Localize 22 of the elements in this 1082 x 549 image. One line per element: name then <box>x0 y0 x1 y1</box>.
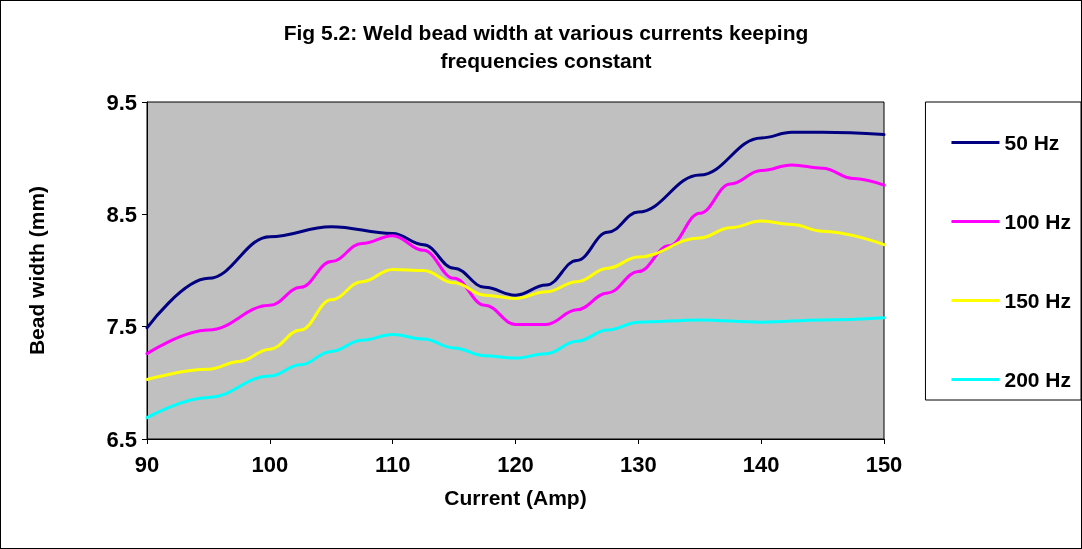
x-tick-label: 130 <box>619 451 657 477</box>
line-series <box>145 316 886 420</box>
y-tick-label: 8.5 <box>106 201 137 227</box>
line-series <box>145 130 886 330</box>
x-tick-label: 110 <box>374 451 411 477</box>
line-series <box>145 163 886 356</box>
y-axis-title: Bead width (mm) <box>25 185 48 356</box>
y-tick-label: 6.5 <box>106 426 137 452</box>
line-series <box>145 219 886 381</box>
y-tick-label: 9.5 <box>106 89 137 115</box>
legend-label: 150 Hz <box>1004 289 1072 312</box>
x-tick-label: 150 <box>865 451 903 477</box>
x-axis-title: Current (Amp) <box>444 486 587 509</box>
legend-label: 50 Hz <box>1004 131 1060 154</box>
y-tick-label: 7.5 <box>106 314 137 340</box>
legend-label: 100 Hz <box>1004 210 1072 233</box>
chart-title: Fig 5.2: Weld bead width at various currents keeping frequencies constant <box>283 20 809 72</box>
x-tick-label: 90 <box>134 451 160 477</box>
x-tick-label: 100 <box>251 451 289 477</box>
x-tick-label: 140 <box>742 451 780 477</box>
legend-label: 200 Hz <box>1004 368 1072 391</box>
x-tick-label: 120 <box>497 451 534 477</box>
